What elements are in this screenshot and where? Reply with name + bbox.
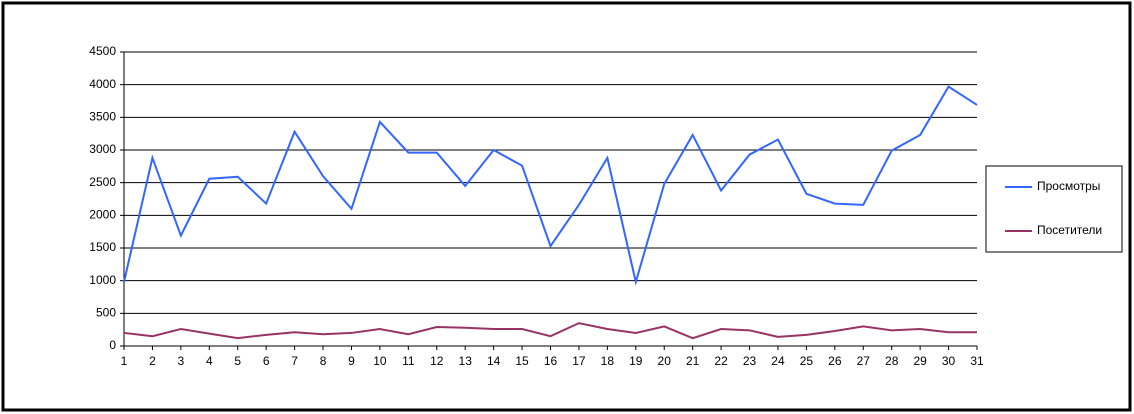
y-tick-label: 4500	[89, 44, 116, 58]
y-tick-label: 500	[96, 306, 116, 320]
y-tick-label: 4000	[89, 77, 116, 91]
x-tick-label: 16	[544, 354, 558, 368]
x-tick-label: 8	[320, 354, 327, 368]
x-tick-label: 11	[402, 354, 415, 368]
legend-box	[985, 165, 1123, 253]
x-tick-label: 19	[629, 354, 643, 368]
x-tick-label: 25	[800, 354, 814, 368]
x-tick-label: 20	[658, 354, 672, 368]
x-tick-label: 6	[263, 354, 270, 368]
x-tick-label: 10	[373, 354, 387, 368]
x-tick-label: 3	[178, 354, 185, 368]
x-tick-label: 23	[743, 354, 757, 368]
x-tick-label: 4	[206, 354, 213, 368]
x-tick-label: 18	[601, 354, 615, 368]
x-tick-label: 21	[686, 354, 700, 368]
y-tick-label: 1000	[89, 273, 116, 287]
x-tick-label: 15	[515, 354, 529, 368]
x-tick-label: 31	[970, 354, 984, 368]
x-tick-label: 7	[291, 354, 298, 368]
x-tick-label: 24	[771, 354, 785, 368]
y-tick-label: 0	[109, 338, 116, 352]
x-tick-label: 2	[149, 354, 156, 368]
x-tick-label: 13	[459, 354, 473, 368]
x-tick-label: 17	[572, 354, 586, 368]
series-line	[123, 85, 978, 286]
x-tick-label: 27	[857, 354, 871, 368]
y-tick-label: 3000	[89, 142, 116, 156]
x-tick-label: 28	[885, 354, 899, 368]
x-tick-label: 1	[121, 354, 128, 368]
y-tick-label: 1500	[89, 240, 116, 254]
x-tick-label: 12	[430, 354, 444, 368]
x-tick-label: 5	[234, 354, 241, 368]
series-line	[123, 322, 977, 340]
legend-label: Посетители	[1037, 223, 1102, 237]
y-tick-label: 2000	[89, 208, 116, 222]
x-tick-label: 29	[913, 354, 927, 368]
x-tick-label: 22	[714, 354, 728, 368]
x-tick-label: 26	[828, 354, 842, 368]
x-tick-label: 14	[487, 354, 501, 368]
legend-label: Просмотры	[1037, 179, 1100, 193]
x-tick-label: 30	[942, 354, 956, 368]
y-tick-label: 3500	[89, 110, 116, 124]
y-tick-label: 2500	[89, 175, 116, 189]
x-tick-label: 9	[348, 354, 355, 368]
